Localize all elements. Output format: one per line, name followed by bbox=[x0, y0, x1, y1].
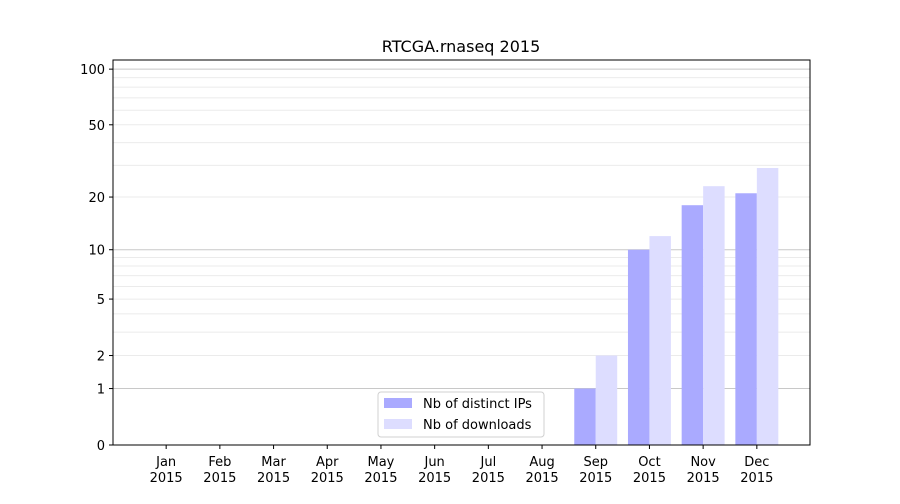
x-tick-label-year: 2015 bbox=[526, 471, 559, 486]
x-tick-label-year: 2015 bbox=[203, 471, 236, 486]
x-tick-label-month: Feb bbox=[208, 455, 231, 470]
x-tick-label-year: 2015 bbox=[687, 471, 720, 486]
legend-box bbox=[377, 391, 545, 438]
y-tick-label: 50 bbox=[88, 119, 105, 134]
x-axis: Jan2015Feb2015Mar2015Apr2015May2015Jun20… bbox=[150, 445, 773, 486]
x-tick-label-year: 2015 bbox=[472, 471, 505, 486]
x-tick-label-month: Jul bbox=[480, 455, 497, 470]
bar-downloads bbox=[649, 236, 671, 445]
y-axis: 0 1 2 5 10 20 50 100 bbox=[80, 63, 113, 454]
x-tick-label-year: 2015 bbox=[579, 471, 612, 486]
x-tick-label-year: 2015 bbox=[740, 471, 773, 486]
bars bbox=[574, 168, 779, 446]
legend-label: Nb of downloads bbox=[423, 418, 532, 433]
y-tick-label: 5 bbox=[97, 293, 105, 308]
y-tick-label: 10 bbox=[88, 244, 105, 259]
y-tick-label: 20 bbox=[88, 191, 105, 206]
x-tick-label-month: Jun bbox=[423, 455, 444, 470]
x-tick-label-month: Sep bbox=[583, 455, 608, 470]
legend-label: Nb of distinct IPs bbox=[423, 397, 532, 412]
x-tick-label-year: 2015 bbox=[311, 471, 344, 486]
bar-downloads bbox=[756, 168, 779, 446]
y-tick-label: 2 bbox=[97, 350, 105, 365]
bar-distinct-ips bbox=[735, 193, 757, 445]
y-tick-label: 0 bbox=[97, 439, 105, 454]
x-tick-label-month: Oct bbox=[638, 455, 660, 470]
x-tick-label-year: 2015 bbox=[257, 471, 290, 486]
x-tick-label-year: 2015 bbox=[633, 471, 666, 486]
legend: Nb of distinct IPs Nb of downloads bbox=[377, 391, 545, 438]
legend-swatch bbox=[384, 419, 412, 429]
x-tick-label-month: Aug bbox=[529, 455, 554, 470]
x-tick-label-year: 2015 bbox=[150, 471, 183, 486]
x-tick-label-year: 2015 bbox=[364, 471, 397, 486]
x-tick-label-month: Dec bbox=[744, 455, 769, 470]
x-tick-label-month: May bbox=[368, 455, 395, 470]
chart-title: RTCGA.rnaseq 2015 bbox=[382, 37, 541, 56]
bar-distinct-ips bbox=[681, 205, 704, 445]
plot-frame bbox=[112, 59, 811, 446]
x-tick-label-month: Nov bbox=[690, 455, 716, 470]
legend-swatch bbox=[384, 398, 412, 408]
bar-distinct-ips bbox=[574, 388, 596, 445]
x-tick-label-year: 2015 bbox=[418, 471, 451, 486]
x-tick-label-month: Apr bbox=[316, 455, 339, 470]
bar-downloads bbox=[595, 355, 618, 445]
bar-downloads bbox=[703, 186, 725, 445]
x-tick-label-month: Mar bbox=[261, 455, 286, 470]
y-tick-label: 100 bbox=[80, 63, 105, 78]
grid bbox=[113, 68, 810, 390]
bar-distinct-ips bbox=[627, 249, 650, 445]
x-tick-label-month: Jan bbox=[155, 455, 176, 470]
y-tick-label: 1 bbox=[97, 383, 105, 398]
